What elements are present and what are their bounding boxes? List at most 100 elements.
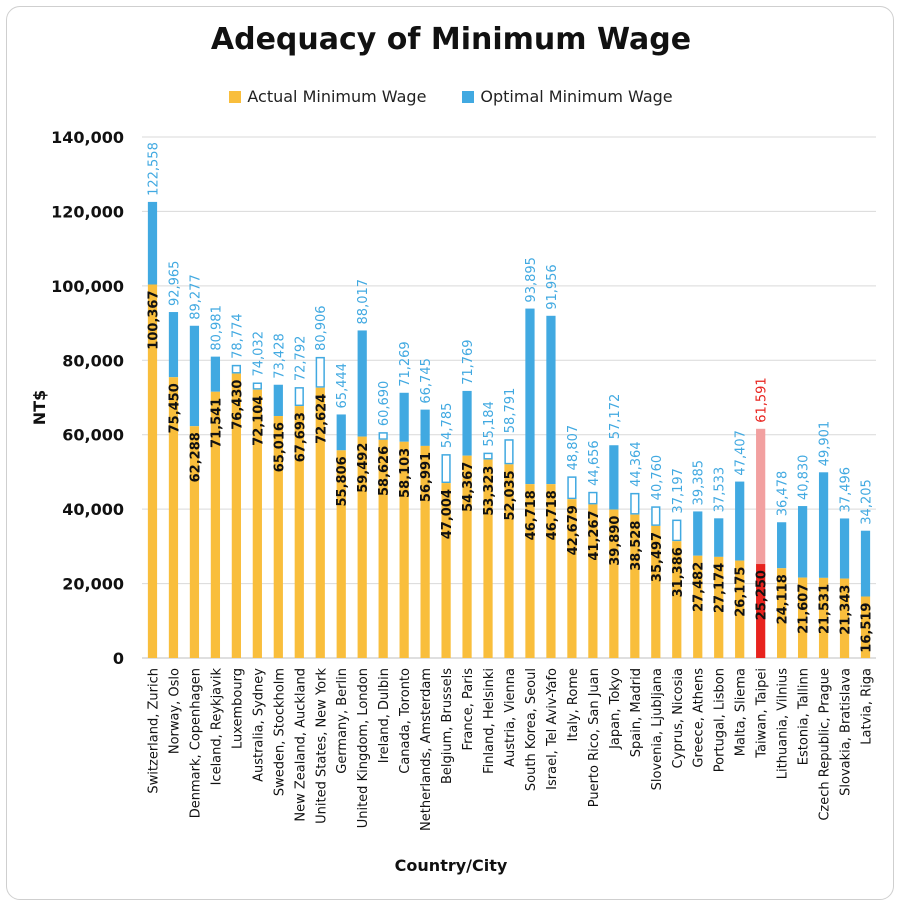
data-label-actual: 71,541 bbox=[209, 398, 224, 448]
data-label-actual: 58,626 bbox=[377, 446, 392, 496]
bar-actual bbox=[462, 455, 472, 658]
data-label-actual: 72,624 bbox=[314, 394, 329, 444]
y-tick-label: 20,000 bbox=[62, 575, 124, 594]
data-label-optimal: 78,774 bbox=[230, 313, 245, 359]
data-label-optimal: 55,184 bbox=[482, 401, 497, 447]
bar-actual bbox=[672, 541, 682, 658]
data-label-optimal: 49,901 bbox=[818, 421, 833, 467]
y-tick-label: 140,000 bbox=[51, 128, 124, 147]
x-tick-label: Germany, Berlin bbox=[335, 668, 350, 774]
data-label-actual: 65,016 bbox=[272, 422, 287, 472]
y-tick-label: 80,000 bbox=[62, 351, 124, 370]
data-label-actual: 58,103 bbox=[398, 448, 413, 498]
x-tick-label: Portugal, Lisbon bbox=[713, 668, 728, 772]
bar-optimal bbox=[420, 409, 430, 446]
data-label-optimal: 88,017 bbox=[356, 279, 371, 325]
x-tick-label: Finland, Helsinki bbox=[482, 668, 497, 774]
legend-label-actual: Actual Minimum Wage bbox=[247, 87, 427, 106]
x-tick-label: Italy, Rome bbox=[566, 668, 581, 742]
bar-optimal bbox=[651, 506, 661, 526]
bar-actual bbox=[546, 484, 556, 658]
bar-optimal bbox=[818, 472, 829, 578]
bar-optimal bbox=[441, 454, 451, 484]
data-label-actual: 26,175 bbox=[734, 567, 749, 617]
data-label-actual: 100,367 bbox=[146, 290, 161, 349]
data-label-optimal: 61,591 bbox=[755, 377, 770, 423]
bar-actual bbox=[693, 555, 703, 658]
x-tick-label: Sweden, Stockholm bbox=[272, 668, 287, 796]
data-label-optimal: 91,956 bbox=[545, 264, 560, 310]
bar-actual bbox=[714, 556, 724, 658]
data-label-optimal: 37,496 bbox=[839, 467, 854, 513]
data-label-actual: 67,693 bbox=[293, 412, 308, 462]
y-tick-label: 40,000 bbox=[62, 500, 124, 519]
x-tick-label: Malta, Sliema bbox=[734, 668, 749, 756]
data-label-optimal: 71,269 bbox=[398, 341, 413, 387]
y-tick-label: 60,000 bbox=[62, 426, 124, 445]
x-tick-label: France, Paris bbox=[461, 668, 476, 751]
data-label-optimal: 89,277 bbox=[188, 274, 203, 320]
x-tick-label: Cyprus, Nicosia bbox=[671, 668, 686, 768]
data-label-optimal: 39,385 bbox=[692, 460, 707, 506]
bar-optimal bbox=[860, 530, 871, 597]
data-label-actual: 41,267 bbox=[587, 510, 602, 560]
data-label-actual: 39,890 bbox=[608, 516, 623, 566]
bar-actual bbox=[756, 564, 766, 658]
data-label-actual: 16,519 bbox=[860, 603, 875, 653]
bar-optimal bbox=[672, 519, 682, 542]
y-tick-label: 100,000 bbox=[51, 277, 124, 296]
bar-optimal bbox=[210, 356, 221, 392]
x-tick-label: Czech Republic, Prague bbox=[818, 668, 833, 821]
x-tick-label: Japan, Tokyo bbox=[608, 668, 623, 750]
legend-item-optimal: Optimal Minimum Wage bbox=[462, 87, 673, 106]
x-tick-label: Switzerland, Zurich bbox=[146, 668, 161, 794]
x-tick-label: Israel, Tel Aviv-Yafo bbox=[545, 668, 560, 790]
data-label-actual: 27,174 bbox=[713, 563, 728, 613]
legend: Actual Minimum Wage Optimal Minimum Wage bbox=[0, 87, 902, 106]
data-label-actual: 76,430 bbox=[230, 380, 245, 430]
bar-optimal bbox=[504, 439, 514, 465]
bar-actual bbox=[860, 596, 871, 658]
bar-actual bbox=[357, 436, 367, 658]
data-label-optimal: 40,760 bbox=[650, 455, 665, 501]
x-tick-label: Belgium, Brussels bbox=[440, 668, 455, 784]
data-label-actual: 56,991 bbox=[419, 452, 434, 502]
bar-optimal bbox=[756, 428, 766, 565]
bar-actual bbox=[441, 483, 451, 658]
data-label-actual: 42,679 bbox=[566, 505, 581, 555]
data-label-actual: 55,806 bbox=[335, 456, 350, 506]
data-label-actual: 21,607 bbox=[797, 584, 812, 634]
bar-optimal bbox=[462, 390, 472, 456]
bar-optimal bbox=[777, 522, 787, 569]
data-label-actual: 31,386 bbox=[671, 547, 686, 597]
data-label-optimal: 66,745 bbox=[419, 358, 434, 404]
x-tick-label: New Zealand, Auckland bbox=[293, 668, 308, 822]
bar-actual bbox=[797, 577, 808, 658]
x-tick-label: United Kingdom, London bbox=[356, 668, 371, 828]
x-tick-label: Taiwan, Taipei bbox=[755, 668, 770, 759]
data-label-actual: 54,367 bbox=[461, 462, 476, 512]
data-label-actual: 21,343 bbox=[839, 585, 854, 635]
bar-actual bbox=[504, 464, 514, 658]
data-label-actual: 38,528 bbox=[629, 521, 644, 571]
data-label-actual: 46,718 bbox=[545, 490, 560, 540]
x-tick-label: Norway, Oslo bbox=[167, 668, 182, 754]
x-tick-label: Iceland, Reykjavik bbox=[209, 668, 224, 786]
bar-actual bbox=[818, 577, 829, 658]
bar-optimal bbox=[839, 518, 850, 579]
legend-swatch-actual bbox=[229, 90, 242, 103]
x-tick-label: Canada, Toronto bbox=[398, 668, 413, 774]
x-tick-label: Luxembourg bbox=[230, 668, 245, 749]
data-label-optimal: 54,785 bbox=[440, 403, 455, 449]
x-tick-label: Slovakia, Bratislava bbox=[839, 668, 854, 796]
bar-actual bbox=[168, 377, 179, 658]
bar-optimal bbox=[735, 481, 745, 561]
bar-optimal bbox=[693, 511, 703, 556]
bar-actual bbox=[483, 459, 493, 658]
data-label-optimal: 58,791 bbox=[503, 388, 518, 434]
data-label-actual: 52,035 bbox=[503, 470, 518, 520]
x-tick-label: Austria, Vienna bbox=[503, 668, 518, 767]
x-tick-label: Spain, Madrid bbox=[629, 668, 644, 757]
bar-optimal bbox=[168, 312, 179, 378]
